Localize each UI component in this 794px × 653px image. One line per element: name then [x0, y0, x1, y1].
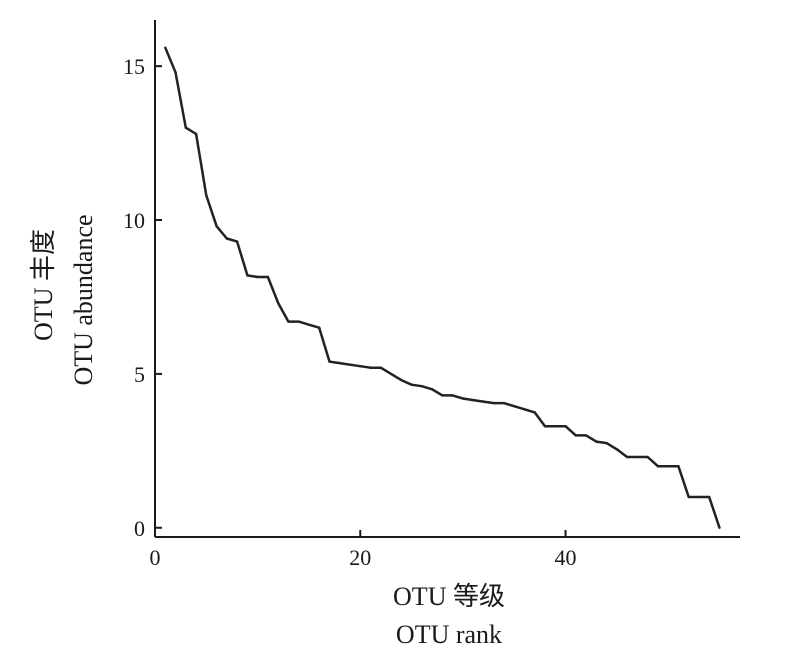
data-point — [410, 383, 413, 386]
data-point — [543, 425, 547, 428]
data-point — [636, 455, 639, 459]
data-point — [708, 495, 711, 499]
y-tick-label: 0 — [134, 516, 145, 541]
data-point — [235, 240, 239, 243]
data-point — [687, 495, 690, 499]
data-point — [205, 194, 208, 197]
data-point — [400, 378, 403, 382]
data-point — [492, 401, 495, 405]
data-point — [359, 365, 362, 368]
data-point — [348, 363, 352, 366]
data-point — [472, 398, 475, 402]
data-point — [430, 388, 434, 391]
data-point — [328, 360, 331, 363]
y-ticks: 0 5 10 15 — [123, 54, 162, 541]
data-point — [369, 366, 372, 369]
data-point — [615, 448, 618, 451]
x-axis-title-zh: OTU 等级 — [393, 582, 505, 611]
series-points — [164, 46, 721, 529]
data-point — [697, 495, 701, 499]
x-tick-label: 20 — [349, 545, 371, 570]
data-point — [379, 366, 382, 369]
data-point — [554, 425, 557, 428]
data-point — [164, 46, 167, 49]
data-point — [307, 323, 311, 326]
data-point — [625, 455, 629, 459]
data-point — [338, 361, 341, 365]
data-point — [287, 320, 290, 323]
x-tick-label: 0 — [150, 545, 161, 570]
data-point — [246, 274, 249, 277]
data-point — [184, 126, 187, 129]
data-point — [174, 71, 177, 74]
data-point — [718, 526, 721, 529]
x-tick-label: 40 — [555, 545, 577, 570]
data-point — [482, 400, 485, 403]
y-tick-label: 5 — [134, 362, 145, 387]
y-axis-title-en: OTU abundance — [69, 214, 98, 385]
data-point — [256, 275, 259, 279]
data-point — [451, 394, 454, 397]
data-point — [420, 385, 423, 388]
data-point — [225, 237, 228, 240]
data-point — [564, 425, 567, 428]
data-point — [646, 455, 649, 459]
data-point — [277, 301, 280, 305]
data-point — [523, 408, 526, 411]
data-point — [513, 405, 516, 408]
data-point — [667, 465, 670, 468]
data-point — [533, 411, 536, 414]
plot-area: 0 5 10 15 0 20 40 — [123, 20, 740, 570]
data-point — [215, 225, 218, 228]
data-point — [677, 465, 680, 468]
data-point — [595, 440, 598, 443]
data-point — [461, 397, 465, 400]
series-line — [164, 47, 721, 529]
data-point — [584, 434, 588, 437]
data-point — [441, 394, 444, 397]
x-ticks: 0 20 40 — [150, 530, 577, 570]
data-point — [266, 275, 270, 279]
data-point — [574, 434, 577, 437]
data-point — [389, 372, 393, 376]
data-point — [656, 465, 660, 468]
y-tick-label: 15 — [123, 54, 145, 79]
x-axis-title-en: OTU rank — [396, 620, 502, 649]
data-point — [502, 401, 506, 405]
data-point — [297, 320, 300, 323]
data-point — [605, 441, 608, 445]
data-point — [318, 326, 321, 329]
y-axis-title-zh: OTU 丰度 — [29, 229, 58, 341]
y-tick-label: 10 — [123, 208, 145, 233]
data-point — [194, 132, 198, 136]
